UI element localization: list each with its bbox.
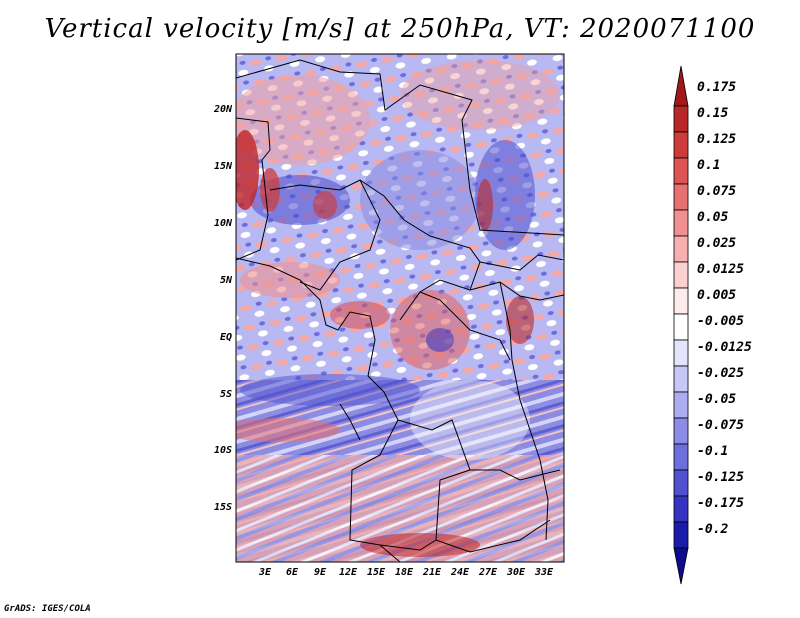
- lon-tick-label: 18E: [394, 567, 414, 578]
- colorbar-segment: [673, 183, 689, 211]
- colorbar-segment: [673, 417, 689, 445]
- colorbar-segment: [673, 157, 689, 185]
- lat-tick-label: 5S: [219, 389, 232, 400]
- lat-tick-label: 20N: [213, 104, 232, 115]
- lon-tick-label: 6E: [285, 567, 299, 578]
- lat-tick-label: 15S: [213, 502, 232, 513]
- chart-title: Vertical velocity [m/s] at 250hPa, VT: 2…: [44, 14, 756, 44]
- footer-credit: GrADS: IGES/COLA: [4, 604, 91, 614]
- colorbar-segment: [673, 495, 689, 523]
- lat-tick-label: EQ: [219, 332, 232, 343]
- colorbar-label: 0.05: [697, 210, 729, 225]
- colorbar-segment: [673, 391, 689, 419]
- colorbar-segment: [673, 339, 689, 367]
- colorbar-label: -0.175: [697, 496, 744, 511]
- lon-tick-label: 30E: [506, 567, 526, 578]
- colorbar-segment: [673, 131, 689, 159]
- colorbar-label: -0.005: [697, 314, 744, 329]
- lat-tick-label: 10S: [213, 445, 232, 456]
- colorbar-label: -0.0125: [697, 340, 752, 355]
- colorbar-segment: [673, 469, 689, 497]
- colorbar-segment: [673, 209, 689, 237]
- colorbar-label: -0.075: [697, 418, 744, 433]
- colorbar-bottom-arrow: [673, 547, 689, 585]
- lon-tick-label: 24E: [450, 567, 470, 578]
- colorbar-label: -0.025: [697, 366, 744, 381]
- colorbar-segment: [673, 365, 689, 393]
- lon-tick-label: 27E: [478, 567, 498, 578]
- colorbar-segment: [673, 521, 689, 549]
- colorbar-label: 0.005: [697, 288, 737, 303]
- lat-tick-label: 10N: [213, 218, 232, 229]
- colorbar-label: -0.125: [697, 470, 744, 485]
- lon-tick-label: 21E: [422, 567, 442, 578]
- lon-tick-label: 12E: [338, 567, 358, 578]
- map-frame: [235, 53, 565, 563]
- lat-tick-label: 15N: [213, 161, 232, 172]
- colorbar-segment: [673, 105, 689, 133]
- colorbar-label: -0.05: [697, 392, 737, 407]
- colorbar-segment: [673, 235, 689, 263]
- colorbar-label: 0.15: [697, 106, 729, 121]
- lon-tick-label: 9E: [313, 567, 327, 578]
- lon-tick-label: 15E: [366, 567, 386, 578]
- colorbar: [673, 65, 689, 585]
- lon-tick-label: 3E: [258, 567, 272, 578]
- lat-tick-label: 5N: [219, 275, 232, 286]
- colorbar-label: 0.075: [697, 184, 737, 199]
- colorbar-label: 0.025: [697, 236, 737, 251]
- colorbar-label: -0.1: [697, 444, 729, 459]
- colorbar-label: -0.2: [697, 522, 729, 537]
- colorbar-label: 0.1: [697, 158, 721, 173]
- colorbar-segment: [673, 443, 689, 471]
- colorbar-label: 0.125: [697, 132, 737, 147]
- colorbar-label: 0.175: [697, 80, 737, 95]
- colorbar-segment: [673, 261, 689, 289]
- colorbar-segment: [673, 287, 689, 315]
- lon-tick-label: 33E: [534, 567, 554, 578]
- colorbar-segment: [673, 313, 689, 341]
- velocity-field: [236, 54, 564, 562]
- colorbar-top-arrow: [673, 65, 689, 107]
- colorbar-label: 0.0125: [697, 262, 744, 277]
- country-borders: [236, 59, 564, 562]
